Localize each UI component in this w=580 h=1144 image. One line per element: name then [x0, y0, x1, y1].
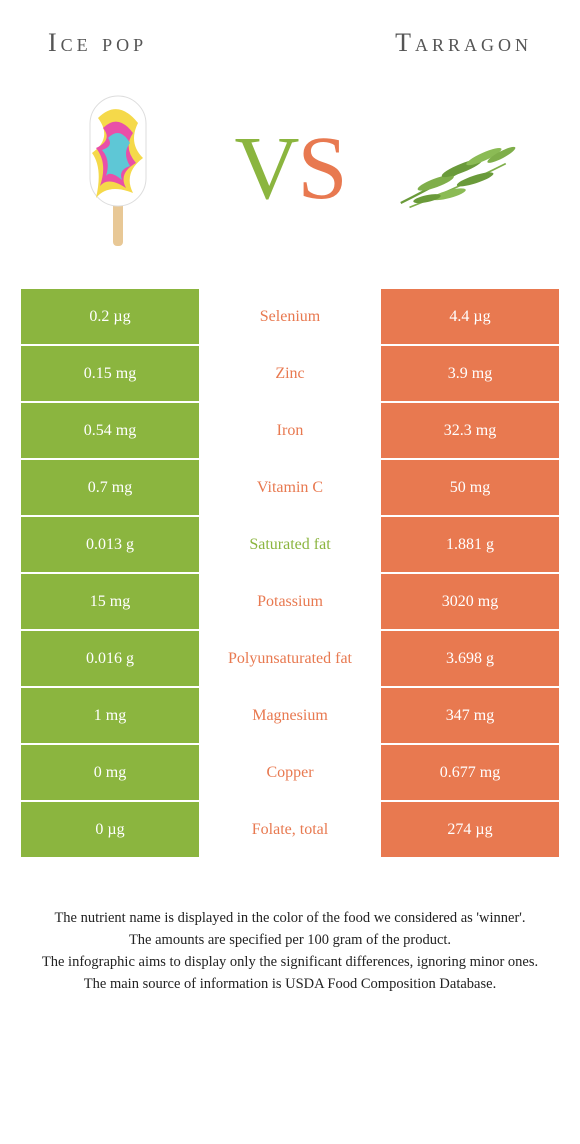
- nutrient-label-cell: Zinc: [200, 345, 380, 402]
- vs-label: VS: [234, 117, 345, 220]
- left-value-cell: 0.016 g: [20, 630, 200, 687]
- left-value-cell: 0.7 mg: [20, 459, 200, 516]
- footer-line-2: The amounts are specified per 100 gram o…: [40, 930, 540, 951]
- right-value-cell: 3.698 g: [380, 630, 560, 687]
- footer-notes: The nutrient name is displayed in the co…: [0, 858, 580, 995]
- left-value-cell: 0.013 g: [20, 516, 200, 573]
- nutrient-row: 0 mgCopper0.677 mg: [20, 744, 560, 801]
- right-value-cell: 0.677 mg: [380, 744, 560, 801]
- nutrient-label-cell: Magnesium: [200, 687, 380, 744]
- nutrient-row: 0.2 µgSelenium4.4 µg: [20, 288, 560, 345]
- left-value-cell: 0 µg: [20, 801, 200, 858]
- nutrient-row: 0.7 mgVitamin C50 mg: [20, 459, 560, 516]
- left-value-cell: 0 mg: [20, 744, 200, 801]
- nutrient-row: 0.016 gPolyunsaturated fat3.698 g: [20, 630, 560, 687]
- left-value-cell: 0.2 µg: [20, 288, 200, 345]
- footer-line-4: The main source of information is USDA F…: [40, 974, 540, 995]
- nutrient-label-cell: Vitamin C: [200, 459, 380, 516]
- nutrient-label-cell: Polyunsaturated fat: [200, 630, 380, 687]
- nutrient-row: 0 µgFolate, total274 µg: [20, 801, 560, 858]
- right-value-cell: 274 µg: [380, 801, 560, 858]
- right-value-cell: 50 mg: [380, 459, 560, 516]
- nutrient-row: 0.15 mgZinc3.9 mg: [20, 345, 560, 402]
- right-value-cell: 3.9 mg: [380, 345, 560, 402]
- nutrient-label-cell: Folate, total: [200, 801, 380, 858]
- nutrient-label-cell: Copper: [200, 744, 380, 801]
- nutrient-row: 1 mgMagnesium347 mg: [20, 687, 560, 744]
- left-value-cell: 15 mg: [20, 573, 200, 630]
- right-value-cell: 347 mg: [380, 687, 560, 744]
- infographic-container: Ice pop Tarragon VS: [0, 0, 580, 995]
- left-value-cell: 0.15 mg: [20, 345, 200, 402]
- footer-line-1: The nutrient name is displayed in the co…: [40, 908, 540, 929]
- tarragon-icon: [392, 78, 532, 258]
- nutrient-row: 15 mgPotassium3020 mg: [20, 573, 560, 630]
- nutrient-label-cell: Saturated fat: [200, 516, 380, 573]
- images-row: VS: [0, 68, 580, 288]
- footer-line-3: The infographic aims to display only the…: [40, 952, 540, 973]
- right-value-cell: 4.4 µg: [380, 288, 560, 345]
- left-value-cell: 0.54 mg: [20, 402, 200, 459]
- right-food-title: Tarragon: [395, 28, 532, 58]
- nutrient-label-cell: Potassium: [200, 573, 380, 630]
- nutrient-label-cell: Selenium: [200, 288, 380, 345]
- vs-s: S: [297, 119, 345, 218]
- nutrient-table: 0.2 µgSelenium4.4 µg0.15 mgZinc3.9 mg0.5…: [20, 288, 560, 858]
- nutrient-row: 0.013 gSaturated fat1.881 g: [20, 516, 560, 573]
- vs-v: V: [234, 119, 297, 218]
- header-row: Ice pop Tarragon: [0, 0, 580, 68]
- right-value-cell: 32.3 mg: [380, 402, 560, 459]
- ice-pop-icon: [48, 78, 188, 258]
- left-food-title: Ice pop: [48, 28, 147, 58]
- right-value-cell: 1.881 g: [380, 516, 560, 573]
- nutrient-label-cell: Iron: [200, 402, 380, 459]
- nutrient-row: 0.54 mgIron32.3 mg: [20, 402, 560, 459]
- left-value-cell: 1 mg: [20, 687, 200, 744]
- right-value-cell: 3020 mg: [380, 573, 560, 630]
